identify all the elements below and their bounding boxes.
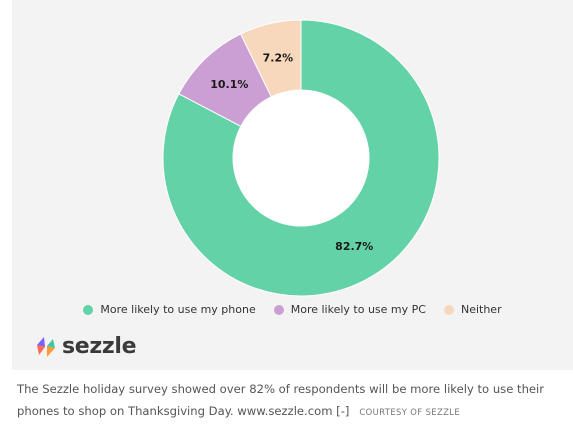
donut-hole <box>233 90 369 226</box>
sezzle-logo: sezzle <box>34 334 137 359</box>
legend-item-phone[interactable]: More likely to use my phone <box>83 303 256 316</box>
legend-label-phone: More likely to use my phone <box>100 303 256 316</box>
chart-legend: More likely to use my phone More likely … <box>12 303 573 316</box>
caption-text: The Sezzle holiday survey showed over 82… <box>17 382 545 418</box>
slice-neither[interactable] <box>240 19 302 98</box>
chart-card: 82.7% 10.1% 7.2% More likely to use my pho… <box>12 0 573 370</box>
image-caption: The Sezzle holiday survey showed over 82… <box>17 378 562 423</box>
caption-credit: COURTESY OF SEZZLE <box>359 407 461 417</box>
sezzle-logo-icon <box>37 336 55 357</box>
legend-swatch-neither <box>443 304 454 315</box>
donut-chart: 82.7% 10.1% 7.2% <box>162 19 440 297</box>
legend-swatch-phone <box>83 304 94 315</box>
legend-swatch-pc <box>273 304 284 315</box>
slice-label-neither: 7.2% <box>263 52 294 65</box>
legend-label-pc: More likely to use my PC <box>290 303 426 316</box>
legend-item-pc[interactable]: More likely to use my PC <box>273 303 426 316</box>
slice-label-phone: 82.7% <box>335 240 373 253</box>
sezzle-logo-text: sezzle <box>62 334 137 359</box>
legend-label-neither: Neither <box>460 303 502 316</box>
slice-label-pc: 10.1% <box>210 78 248 91</box>
legend-item-neither[interactable]: Neither <box>443 303 502 316</box>
